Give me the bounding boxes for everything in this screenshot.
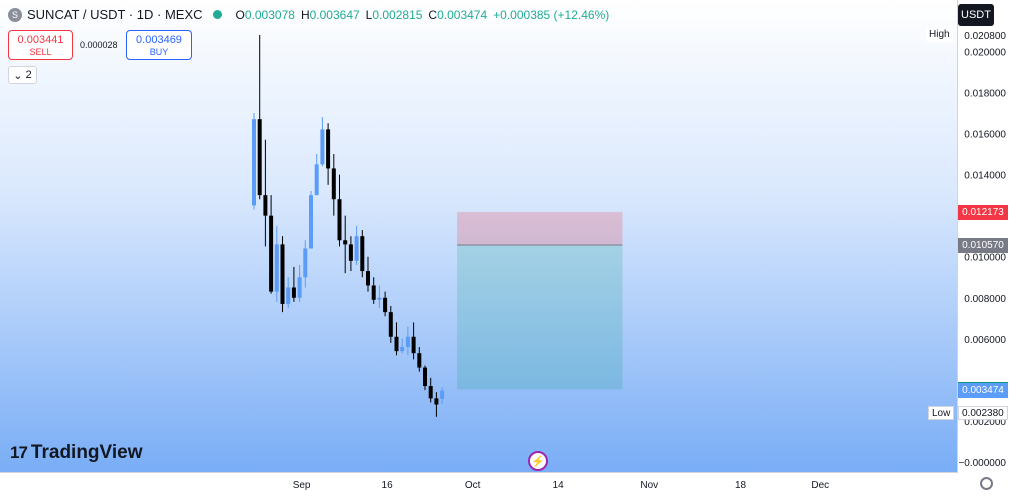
candle-body bbox=[326, 129, 331, 169]
indicators-count: 2 bbox=[25, 69, 32, 81]
x-tick-label: Oct bbox=[465, 480, 481, 491]
y-tick-label: −0.000000 bbox=[958, 458, 1006, 469]
x-tick-label: Sep bbox=[293, 480, 311, 491]
buy-label: BUY bbox=[149, 47, 169, 57]
low-value-tag: 0.002380 bbox=[958, 406, 1008, 421]
candle-body bbox=[309, 195, 313, 249]
candle-body bbox=[252, 119, 256, 206]
candle-body bbox=[417, 353, 422, 368]
open-label: O bbox=[235, 7, 245, 22]
candle-body bbox=[377, 297, 382, 300]
low-value: 0.002815 bbox=[372, 7, 423, 22]
candle-body bbox=[320, 129, 325, 165]
candle-body bbox=[257, 119, 262, 196]
tradingview-logo-icon: 17 bbox=[10, 443, 28, 462]
buy-button[interactable]: 0.003469 BUY bbox=[126, 30, 192, 60]
candle-body bbox=[314, 164, 319, 196]
y-tick-label: 0.006000 bbox=[964, 335, 1006, 346]
high-label: H bbox=[300, 7, 310, 22]
x-tick-label: 18 bbox=[735, 480, 747, 491]
candle-body bbox=[291, 287, 296, 298]
candle-body bbox=[263, 195, 268, 216]
buy-price: 0.003469 bbox=[136, 34, 182, 46]
candle-body bbox=[428, 386, 433, 399]
candle-body bbox=[303, 248, 308, 278]
y-tick-label: 0.020000 bbox=[964, 47, 1006, 58]
price-tag: 0.003474 bbox=[958, 383, 1008, 399]
candle-body bbox=[354, 236, 359, 261]
price-axis-border bbox=[957, 0, 958, 472]
candle-body bbox=[348, 244, 353, 261]
symbol-title[interactable]: SUNCAT / USDT · 1D · MEXC bbox=[27, 7, 203, 22]
low-label: L bbox=[365, 7, 373, 22]
candle-body bbox=[360, 236, 365, 272]
candle-body bbox=[343, 240, 348, 245]
high-value: 0.003647 bbox=[309, 7, 360, 22]
sell-price: 0.003441 bbox=[17, 34, 64, 46]
low-marker: Low bbox=[928, 406, 955, 421]
market-open-icon bbox=[212, 10, 222, 19]
y-tick-label: 0.020800 bbox=[964, 31, 1006, 42]
price-tag: 0.012173 bbox=[958, 204, 1008, 220]
candle-body bbox=[286, 287, 291, 304]
target-zone bbox=[457, 245, 623, 390]
y-tick-label: 0.010000 bbox=[964, 253, 1006, 264]
candle-body bbox=[366, 271, 370, 286]
plot-background bbox=[0, 0, 958, 472]
x-tick-label: 14 bbox=[553, 480, 565, 491]
stop-zone bbox=[457, 212, 623, 246]
indicators-toggle-button[interactable]: ⌄ 2 bbox=[8, 66, 37, 84]
sell-button[interactable]: 0.003441 SELL bbox=[8, 30, 73, 60]
candle-body bbox=[411, 336, 416, 354]
candle-body bbox=[440, 390, 445, 399]
gear-icon[interactable] bbox=[980, 477, 993, 490]
price-tag: 0.010570 bbox=[958, 237, 1008, 253]
y-tick-label: 0.018000 bbox=[964, 88, 1006, 99]
y-tick-label: 0.014000 bbox=[964, 171, 1006, 182]
high-marker: High bbox=[926, 28, 953, 42]
candle-body bbox=[388, 312, 393, 337]
currency-button[interactable]: USDT bbox=[958, 4, 994, 26]
candle-body bbox=[434, 398, 439, 405]
time-axis-border bbox=[0, 472, 958, 473]
tradingview-logo[interactable]: 17 TradingView bbox=[10, 442, 143, 464]
y-tick-label: 0.016000 bbox=[964, 130, 1006, 141]
candle-body bbox=[405, 336, 410, 348]
change-value: +0.000385 (+12.46%) bbox=[493, 7, 610, 22]
candle-body bbox=[280, 244, 285, 304]
candle-body bbox=[269, 215, 274, 292]
candle-body bbox=[337, 199, 342, 241]
candle-body bbox=[331, 168, 336, 200]
x-tick-label: Dec bbox=[811, 480, 829, 491]
sell-label: SELL bbox=[29, 47, 52, 57]
candle-body bbox=[274, 244, 279, 292]
candle-body bbox=[400, 347, 405, 352]
y-tick-label: 0.008000 bbox=[964, 294, 1006, 305]
close-value: 0.003474 bbox=[437, 7, 488, 22]
symbol-icon: S bbox=[8, 7, 22, 22]
time-axis-background bbox=[0, 472, 958, 496]
candle-body bbox=[383, 297, 388, 313]
y-tick-label: 0.002000 bbox=[964, 417, 1006, 428]
close-label: C bbox=[428, 7, 438, 22]
candle-body bbox=[371, 285, 376, 300]
candle-body bbox=[297, 277, 302, 298]
spread-value: 0.000028 bbox=[80, 40, 118, 50]
candle-body bbox=[423, 367, 427, 387]
bolt-icon[interactable]: ⚡ bbox=[528, 451, 548, 471]
chevron-down-icon: ⌄ bbox=[13, 69, 26, 82]
open-value: 0.003078 bbox=[244, 7, 295, 22]
x-tick-label: 16 bbox=[382, 480, 394, 491]
logo-text: TradingView bbox=[30, 442, 143, 463]
x-tick-label: Nov bbox=[640, 480, 658, 491]
candle-body bbox=[394, 336, 399, 352]
